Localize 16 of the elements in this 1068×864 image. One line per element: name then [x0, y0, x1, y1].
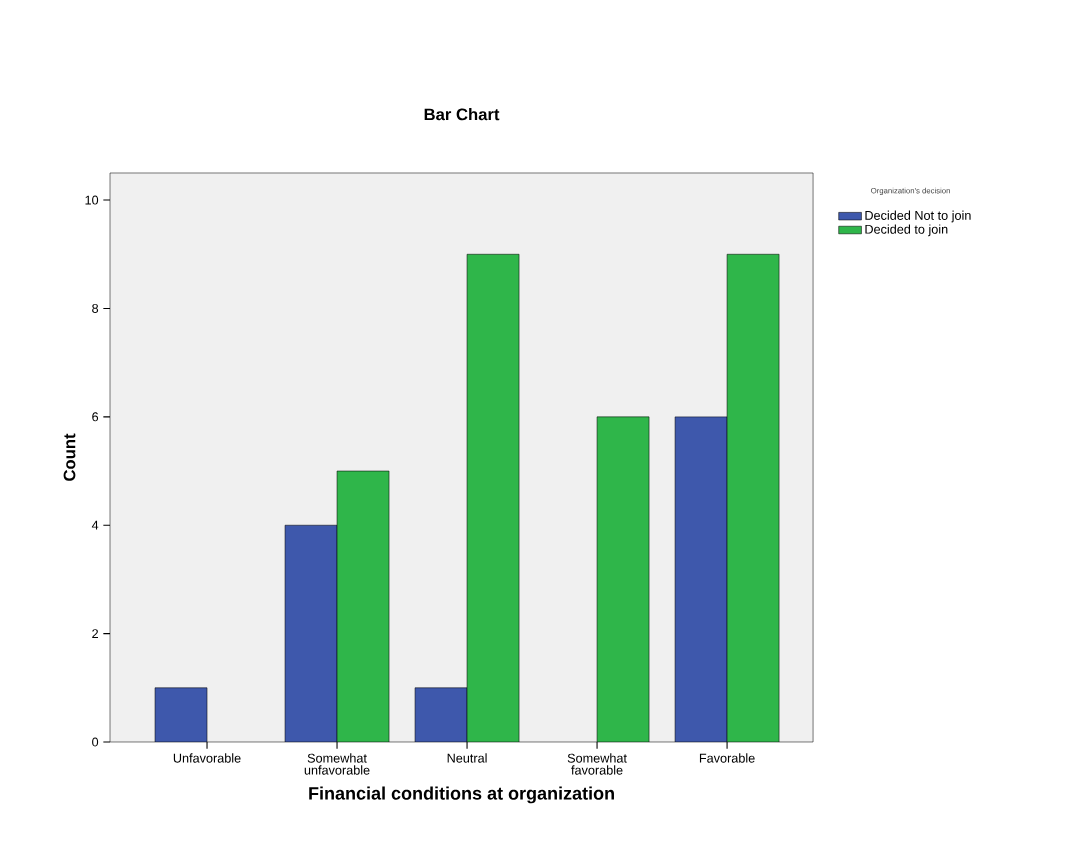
x-tick-label: Somewhat unfavorable: [304, 753, 370, 775]
y-axis-title: Count: [63, 433, 76, 481]
x-tick-label: Favorable: [699, 753, 755, 763]
y-tick-label: 8: [92, 303, 99, 313]
chart-title: Bar Chart: [424, 108, 500, 121]
y-tick-label: 6: [92, 412, 99, 422]
y-tick-label: 0: [92, 737, 99, 747]
legend-label: Decided to join: [865, 224, 948, 237]
x-tick-label: Neutral: [447, 753, 487, 763]
y-tick-label: 2: [92, 629, 98, 639]
y-tick-label: 4: [91, 520, 99, 530]
y-tick-label: 10: [85, 195, 99, 205]
legend-label: Decided Not to join: [865, 210, 971, 223]
x-axis-title: Financial conditions at organization: [309, 786, 614, 804]
x-tick-label: Somewhat favorable: [567, 753, 627, 775]
x-tick-label: Unfavorable: [173, 753, 241, 763]
